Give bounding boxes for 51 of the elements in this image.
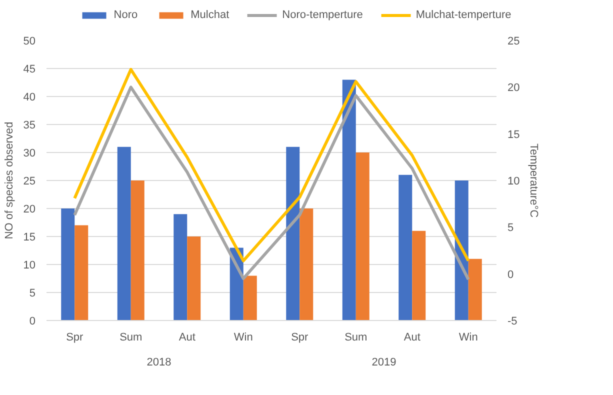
bar [286,146,300,320]
y2-tick-label: 10 [508,176,520,188]
x-tick-label: Aut [178,332,196,344]
bar [356,152,370,320]
text: 2018 [146,356,172,368]
y-tick-label: 15 [23,232,36,244]
legend-label: Noro [114,9,138,21]
y-tick-label: 40 [23,92,36,104]
y2-tick-label: -5 [508,316,518,328]
x-tick-label: Aut [404,332,420,344]
x-tick-label: Spr [66,332,84,344]
y-tick-label: 0 [29,316,36,328]
x-tick-label: Sum [120,332,142,344]
text: 2019 [372,356,396,368]
bar [74,225,88,320]
x-tick-label: Spr [291,332,309,344]
y-tick-label: 25 [23,176,36,188]
bar [342,80,356,320]
line-series [73,68,470,262]
bar [398,174,412,320]
y2-tick-label: 5 [508,222,514,234]
y-tick-label: 50 [23,36,36,48]
y2-tick-label: 0 [508,268,514,281]
y-tick-label: 10 [23,260,36,272]
y2-tick-label: 20 [508,82,520,94]
y2-axis-title: Temperature°C [528,143,540,218]
x-tick-label: Win [234,332,253,344]
bar [117,146,131,320]
bar [174,214,188,320]
y-tick-label: 45 [23,64,36,76]
y2-tick-label: 25 [508,36,520,48]
y-axis-title: NO of species observed [3,122,16,240]
legend-label: Mulchat-temperture [416,9,512,21]
bar [130,180,144,320]
legend-label: Mulchat [190,9,230,21]
y-tick-label: 20 [23,204,36,216]
bar [300,208,314,320]
legend-label: Noro-temperture [282,9,363,21]
y2-tick-label: 15 [508,128,520,141]
y-tick-label: 5 [29,288,36,300]
bar [412,230,426,320]
bar [468,258,482,320]
y-tick-label: 30 [23,148,36,160]
x-tick-label: Win [458,332,478,344]
bar [187,236,201,320]
line-series [73,86,470,281]
bar [61,208,75,320]
bar [243,276,257,320]
bar [454,180,468,320]
y-tick-label: 35 [23,120,36,132]
x-tick-label: Sum [344,332,368,344]
